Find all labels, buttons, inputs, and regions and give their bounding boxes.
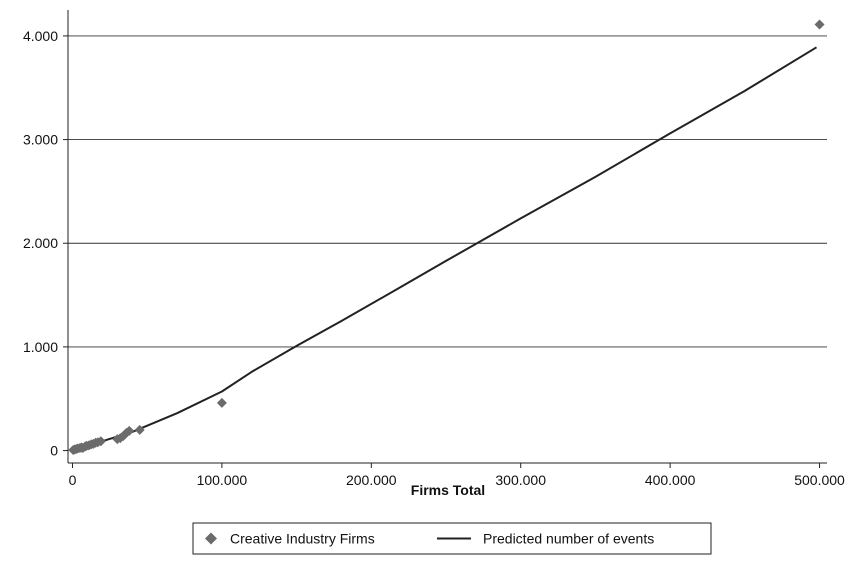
data-point-diamond: [216, 397, 227, 408]
y-tick-label: 3.000: [23, 132, 58, 148]
predicted-events-line: [72, 46, 818, 452]
x-tick-label: 200.000: [346, 472, 397, 488]
y-tick-label: 4.000: [23, 28, 58, 44]
data-point-diamond: [124, 425, 135, 436]
y-tick-label: 2.000: [23, 235, 58, 251]
x-tick-label: 0: [69, 472, 77, 488]
plot-area: [68, 19, 825, 456]
x-tick-label: 400.000: [645, 472, 696, 488]
legend-item-predicted-number-of-events: Predicted number of events: [437, 531, 654, 547]
legend-label: Predicted number of events: [483, 531, 654, 547]
x-tick-label: 300.000: [495, 472, 546, 488]
x-tick-label: 100.000: [197, 472, 248, 488]
y-tick-label: 0: [50, 443, 58, 459]
axes: 0 1.000 2.000 3.000 4.000 0 100.000 200.000 300.…: [23, 10, 845, 488]
y-tick-label: 1.000: [23, 339, 58, 355]
x-axis-title: Firms Total: [411, 482, 485, 498]
gridlines: [68, 35, 827, 348]
data-point-diamond: [95, 436, 106, 447]
data-point-diamond: [814, 19, 825, 30]
data-point-diamond: [134, 424, 145, 435]
legend-item-creative-industry-firms: Creative Industry Firms: [205, 531, 375, 547]
legend: Creative Industry Firms Predicted number…: [192, 522, 712, 555]
legend-diamond-marker: [205, 532, 217, 545]
x-tick-label: 500.000: [794, 472, 845, 488]
legend-label: Creative Industry Firms: [230, 531, 375, 547]
